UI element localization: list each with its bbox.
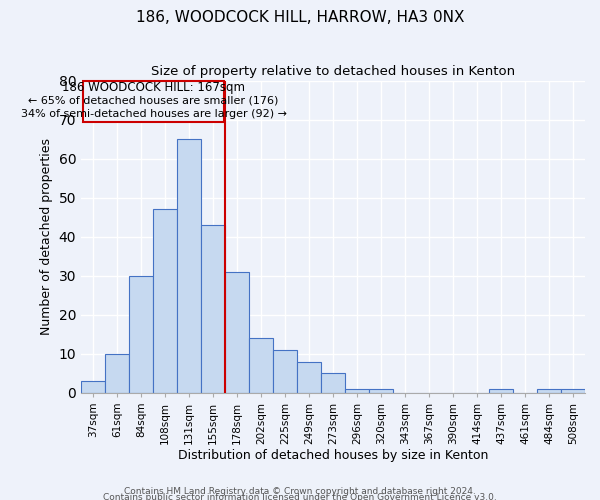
Bar [273,350,297,393]
Bar [201,225,225,393]
Bar [81,381,105,393]
Text: ← 65% of detached houses are smaller (176): ← 65% of detached houses are smaller (17… [28,95,279,105]
Bar [249,338,273,393]
Bar [489,389,513,393]
Bar [321,374,345,393]
Bar [369,389,393,393]
Bar [345,389,369,393]
Bar [225,272,249,393]
X-axis label: Distribution of detached houses by size in Kenton: Distribution of detached houses by size … [178,450,488,462]
Text: 34% of semi-detached houses are larger (92) →: 34% of semi-detached houses are larger (… [20,108,287,118]
Bar [129,276,153,393]
Bar [561,389,585,393]
Text: Contains HM Land Registry data © Crown copyright and database right 2024.: Contains HM Land Registry data © Crown c… [124,486,476,496]
Text: 186 WOODCOCK HILL: 167sqm: 186 WOODCOCK HILL: 167sqm [62,81,245,94]
Bar [105,354,129,393]
Text: 186, WOODCOCK HILL, HARROW, HA3 0NX: 186, WOODCOCK HILL, HARROW, HA3 0NX [136,10,464,25]
Bar [177,139,201,393]
Text: Contains public sector information licensed under the Open Government Licence v3: Contains public sector information licen… [103,492,497,500]
FancyBboxPatch shape [83,80,224,122]
Bar [153,210,177,393]
Bar [537,389,561,393]
Y-axis label: Number of detached properties: Number of detached properties [40,138,53,335]
Bar [297,362,321,393]
Title: Size of property relative to detached houses in Kenton: Size of property relative to detached ho… [151,65,515,78]
